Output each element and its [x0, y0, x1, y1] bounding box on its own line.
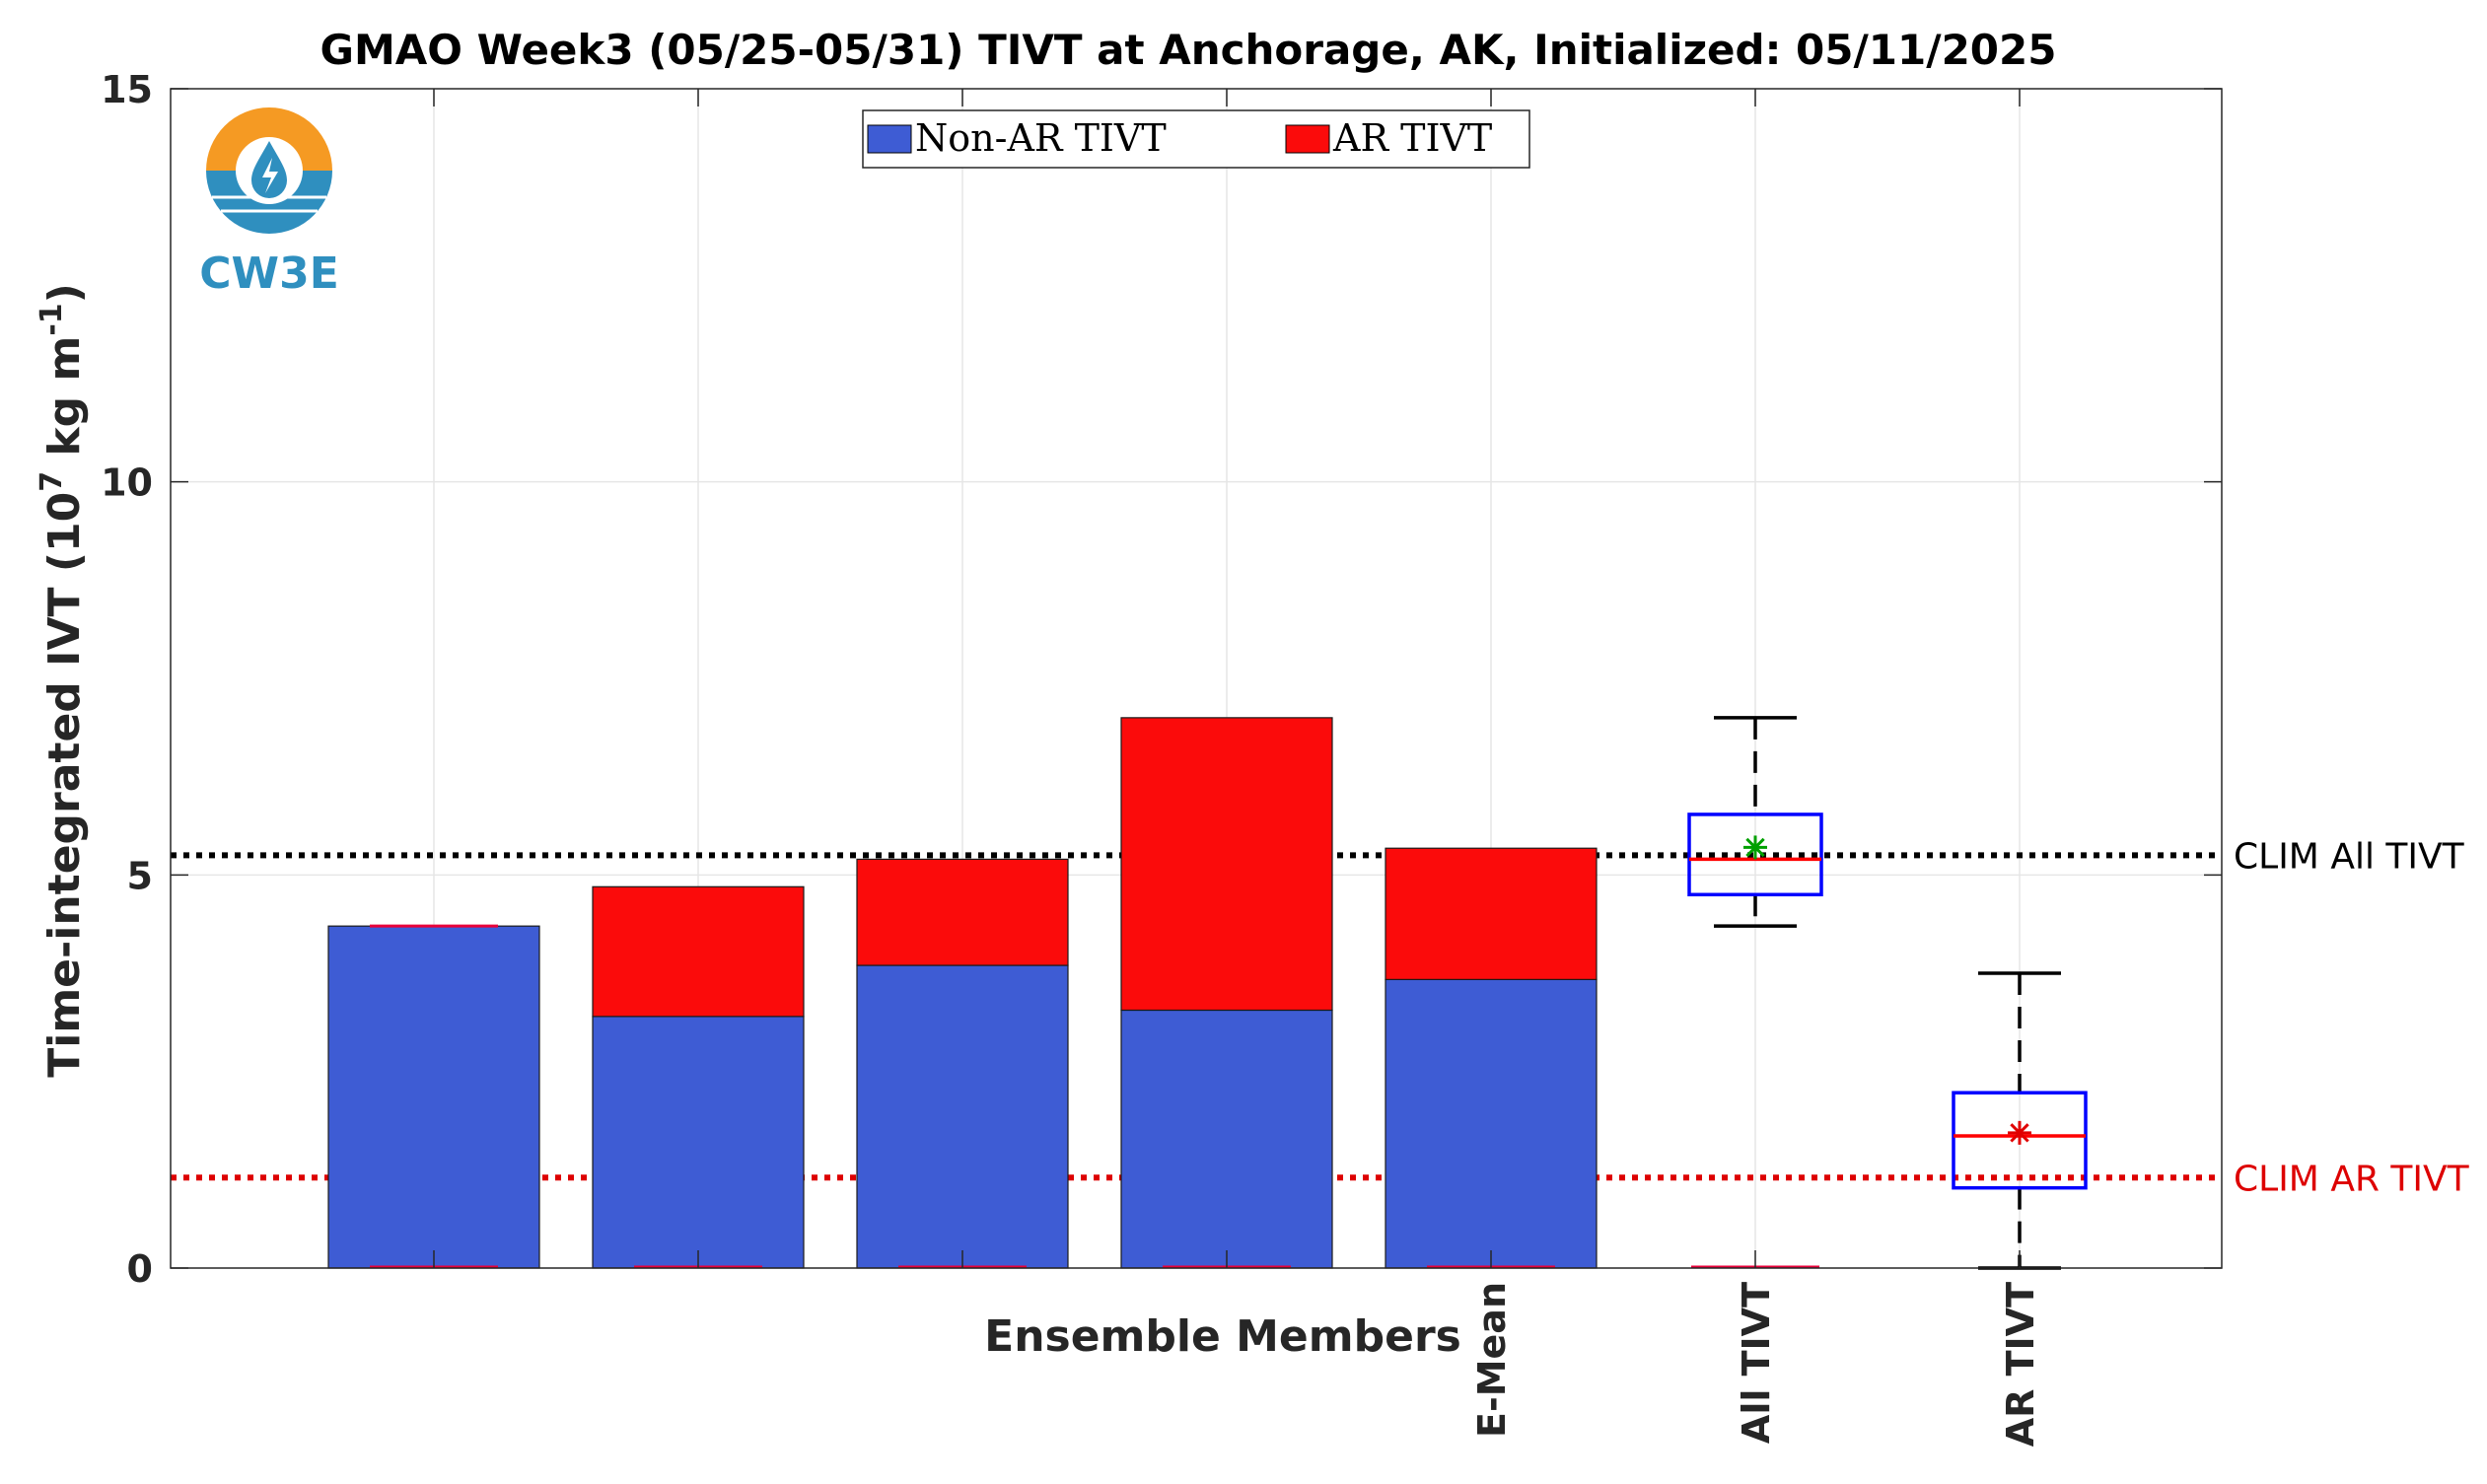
mean-marker-stroke [2010, 1123, 2029, 1143]
bar-segment-non-ar [1120, 1009, 1333, 1269]
chart-title: GMAO Week3 (05/25-05/31) TIVT at Anchora… [320, 26, 2057, 74]
y-axis-ticks: 0 5 10 15 [101, 68, 2222, 1291]
bar-segment-ar [856, 858, 1069, 966]
x-tick-label: AR TIVT [1999, 1282, 2042, 1447]
y-axis-label-middle: kg m [39, 336, 90, 471]
legend-label-non-ar: Non-AR TIVT [915, 116, 1167, 160]
bar-segment-non-ar [327, 925, 540, 1269]
boxplot-mean-marker [2008, 1120, 2031, 1145]
bar-segment-non-ar [1385, 978, 1598, 1269]
stacked-bars [327, 717, 1598, 1269]
bar-segment-ar [1120, 717, 1333, 1012]
y-axis-label: Time-integrated IVT (107 kg m-1) [35, 283, 90, 1078]
y-axis-label-end: ) [39, 283, 90, 303]
logo-bolt-icon [262, 158, 278, 193]
legend-label-ar: AR TIVT [1332, 116, 1492, 160]
x-axis-label: Ensemble Members [984, 1311, 1461, 1362]
y-axis-label-main: Time-integrated IVT (10 [39, 492, 90, 1078]
legend-swatch-ar [1285, 124, 1330, 154]
x-tick-label: All TIVT [1735, 1282, 1778, 1444]
y-tick-label: 5 [127, 854, 153, 897]
y-tick-label: 0 [127, 1247, 153, 1291]
boxplot-box [1687, 813, 1823, 897]
legend-swatch-non-ar [867, 124, 912, 154]
bar-segment-ar [592, 885, 805, 1018]
cw3e-logo: CW3E [199, 107, 339, 299]
climatology-label: CLIM All TIVT [2234, 836, 2465, 877]
x-axis-ticks: E-Mean All TIVT AR TIVT [433, 89, 2042, 1447]
boxplot-box [1952, 1091, 2088, 1190]
y-axis-label-exponent-1: 7 [35, 471, 69, 492]
climatology-label: CLIM AR TIVT [2234, 1159, 2470, 1199]
logo-text: CW3E [199, 248, 339, 299]
mean-marker-stroke [1745, 837, 1765, 858]
x-tick-label: E-Mean [1470, 1282, 1514, 1438]
bar-segment-non-ar [592, 1016, 805, 1269]
bar-segment-non-ar [856, 964, 1069, 1269]
bar-segment-ar [1385, 847, 1598, 980]
y-tick-label: 15 [101, 68, 153, 111]
y-axis-label-exponent-2: -1 [35, 303, 69, 335]
legend: Non-AR TIVT AR TIVT [862, 109, 1530, 169]
legend-box [862, 109, 1530, 169]
y-tick-label: 10 [101, 461, 153, 505]
plot-frame [170, 88, 2223, 1269]
boxplot-mean-marker [1743, 835, 1767, 860]
